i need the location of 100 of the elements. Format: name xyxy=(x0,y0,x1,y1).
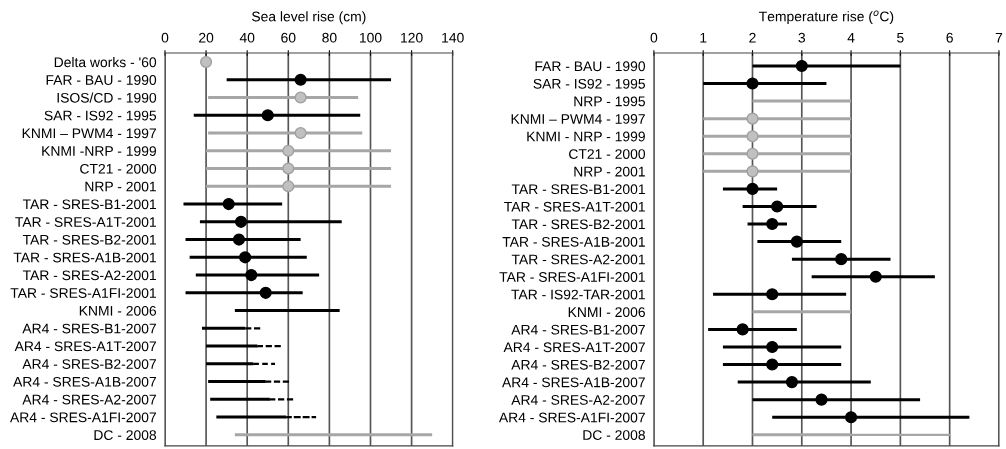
y-tick-label: AR4 - SRES-B2-2007 xyxy=(22,359,156,370)
x-tick-label: 6 xyxy=(946,32,953,43)
y-tick-label: KNMI - 2006 xyxy=(568,307,645,318)
point xyxy=(771,200,784,213)
y-tick-label: AR4 - SRES-A1FI-2007 xyxy=(498,412,645,423)
y-tick-label: TAR - SRES-A1T-2001 xyxy=(15,217,156,227)
point xyxy=(294,126,307,140)
x-axis-title: Temperature rise ($^{o}$C) xyxy=(759,10,894,25)
point xyxy=(261,109,274,122)
x-tick-label: 40 xyxy=(239,32,255,43)
bar xyxy=(206,149,392,153)
point xyxy=(294,91,307,104)
y-tick-label: AR4 - SRES-A1FI-2007 xyxy=(10,412,156,423)
bar xyxy=(811,275,935,279)
y-tick-label: DC - 2008 xyxy=(583,430,645,440)
y-tick-label: AR4 - SRES-B1-2007 xyxy=(22,323,156,334)
bar xyxy=(199,220,342,224)
bar xyxy=(752,64,901,68)
x-tick-label: 4 xyxy=(847,32,855,43)
point xyxy=(766,340,779,354)
point xyxy=(746,77,759,90)
y-tick-label: KNMI - NRP - 1999 xyxy=(527,131,645,142)
y-tick-label: CT21 - 2000 xyxy=(80,163,157,174)
point xyxy=(746,147,759,160)
point xyxy=(245,268,258,282)
y-tick-label: NRP - 2001 xyxy=(574,166,645,177)
point xyxy=(282,162,295,175)
y-tick-label: Delta works - '60 xyxy=(54,57,157,68)
bar xyxy=(752,398,921,402)
x-tick-label: 3 xyxy=(798,32,806,43)
x-tick-label: 80 xyxy=(322,32,337,43)
y-tick-label: KNMI – PWM4 - 1997 xyxy=(511,114,645,124)
x-tick-label: 60 xyxy=(281,32,296,43)
y-tick-label: AR4 - SRES-A1B-2007 xyxy=(502,377,645,388)
point xyxy=(200,55,213,69)
y-tick-label: TAR - SRES-B1-2001 xyxy=(511,184,645,195)
point xyxy=(232,233,246,246)
point xyxy=(294,73,307,86)
y-tick-label: SAR - IS92 - 1995 xyxy=(533,78,645,89)
bar xyxy=(195,273,320,277)
y-tick-label: KNMI - 2006 xyxy=(79,305,157,316)
x-tick-label: 2 xyxy=(749,32,756,43)
x-tick-label: 1 xyxy=(700,32,707,43)
y-tick-label: FAR - BAU - 1990 xyxy=(535,61,646,72)
bar xyxy=(206,167,392,171)
bar xyxy=(193,113,361,117)
x-tick-label: 120 xyxy=(401,32,423,43)
y-tick-label: SAR - IS92 - 1995 xyxy=(44,110,157,121)
point xyxy=(766,217,779,231)
x-tick-label: 100 xyxy=(359,32,382,43)
point xyxy=(835,253,848,266)
point xyxy=(746,130,759,143)
point xyxy=(234,215,248,228)
bar xyxy=(722,345,842,349)
y-tick-label: TAR - SRES-A1B-2001 xyxy=(13,252,156,263)
point xyxy=(239,251,252,264)
point xyxy=(746,165,759,178)
point xyxy=(790,235,803,248)
point xyxy=(282,180,295,193)
point xyxy=(736,323,749,336)
point xyxy=(845,411,858,424)
y-tick-label: TAR - SRES-A1FI-2001 xyxy=(10,288,156,298)
point xyxy=(746,182,759,195)
y-tick-label: TAR - SRES-A2-2001 xyxy=(511,254,645,265)
x-tick-label: 0 xyxy=(650,32,658,43)
y-tick-label: KNMI -NRP - 1999 xyxy=(42,146,156,156)
x-tick-label: 20 xyxy=(199,32,214,43)
y-tick-label: KNMI – PWM4 - 1997 xyxy=(22,128,156,139)
bar xyxy=(206,184,392,188)
y-tick-label: TAR - SRES-B1-2001 xyxy=(22,199,156,210)
y-tick-label: AR4 - SRES-B2-2007 xyxy=(511,359,645,370)
bar xyxy=(226,78,392,82)
y-tick-label: AR4 - SRES-B1-2007 xyxy=(511,324,645,335)
point xyxy=(746,112,759,125)
bar xyxy=(208,131,363,135)
point xyxy=(869,270,882,283)
y-tick-label: AR4 - SRES-A1T-2007 xyxy=(14,341,156,352)
y-tick-label: AR4 - SRES-A1T-2007 xyxy=(503,342,645,353)
point xyxy=(795,59,808,73)
point xyxy=(259,286,272,299)
y-tick-label: TAR - SRES-B2-2001 xyxy=(511,219,645,230)
bar xyxy=(234,309,340,313)
point xyxy=(785,376,798,389)
y-tick-label: CT21 - 2000 xyxy=(569,149,646,159)
bar xyxy=(772,415,970,419)
x-tick-label: 7 xyxy=(995,32,1003,43)
y-tick-label: AR4 - SRES-A1B-2007 xyxy=(13,376,156,387)
y-tick-label: ISOS/CD - 1990 xyxy=(57,92,157,103)
y-tick-label: NRP - 2001 xyxy=(85,181,156,192)
x-tick-label: 0 xyxy=(161,32,169,43)
x-tick-label: 5 xyxy=(897,32,904,43)
point xyxy=(282,144,295,157)
y-tick-label: AR4 - SRES-A2-2007 xyxy=(511,395,645,405)
y-tick-label: AR4 - SRES-A2-2007 xyxy=(22,394,156,405)
y-tick-label: TAR - SRES-A1FI-2001 xyxy=(499,272,645,282)
point xyxy=(815,393,828,406)
x-axis-title: Sea level rise (cm) xyxy=(251,11,366,25)
y-tick-label: TAR - IS92-TAR-2001 xyxy=(511,289,645,300)
y-tick-label: TAR - SRES-A1T-2001 xyxy=(504,201,645,212)
bar xyxy=(737,380,871,384)
